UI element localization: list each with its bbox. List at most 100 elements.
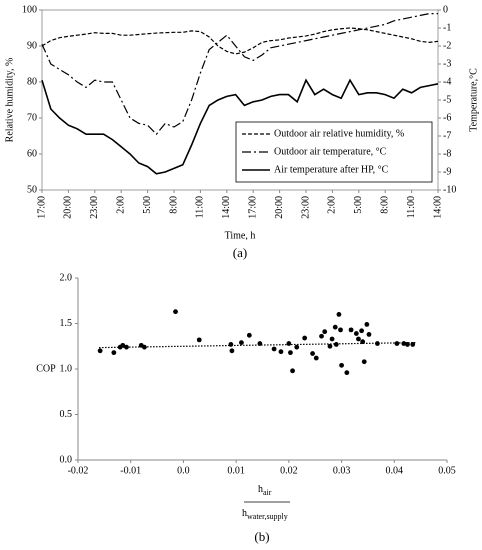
point — [401, 341, 407, 346]
point — [120, 342, 126, 348]
y2-tick-label: 0 — [443, 4, 448, 15]
series-line — [41, 13, 438, 136]
point — [288, 350, 293, 356]
y2-tick-label: -3 — [443, 58, 451, 69]
x-tick-label: 14:00 — [221, 196, 232, 219]
point — [271, 346, 277, 352]
y2-tick-label: -9 — [443, 166, 451, 177]
x-tick-label: 0.01 — [227, 465, 245, 476]
point — [327, 343, 333, 349]
x-tick-label: 5:00 — [142, 196, 153, 214]
point — [366, 332, 372, 337]
point — [246, 332, 252, 338]
x-tick-label: -0.02 — [68, 465, 89, 476]
point — [361, 359, 367, 365]
legend-label: Air temperature after HP, °C — [274, 164, 389, 175]
x-tick-label: 17:00 — [247, 196, 258, 219]
point — [338, 327, 343, 333]
point — [332, 324, 338, 330]
point — [173, 309, 178, 315]
x-tick-label: 17:00 — [36, 196, 47, 219]
x-tick-label: 0.02 — [280, 465, 298, 476]
x-axis-label: hwater,supply — [242, 508, 288, 521]
x-tick-label: 0.03 — [333, 465, 351, 476]
legend-label: Outdoor air relative humidity, % — [274, 128, 404, 139]
point — [239, 340, 244, 346]
point — [360, 339, 366, 345]
point — [97, 348, 103, 354]
point — [294, 344, 300, 350]
point — [286, 341, 292, 346]
point — [319, 333, 324, 339]
y-tick-label: 70 — [27, 112, 37, 123]
x-axis-label: hair — [258, 484, 272, 497]
point — [353, 331, 359, 336]
point — [278, 349, 284, 355]
point — [394, 341, 400, 346]
y2-tick-label: -2 — [443, 40, 451, 51]
denominator-sub: water,supply — [247, 512, 288, 521]
point — [356, 336, 361, 342]
point — [313, 355, 319, 361]
numerator: h — [258, 484, 263, 495]
point — [322, 329, 328, 335]
point — [142, 344, 147, 350]
point — [229, 348, 235, 354]
y-tick-label: 0.0 — [60, 454, 73, 465]
y-tick-label: 60 — [27, 148, 37, 159]
point — [364, 322, 370, 327]
y-tick-label: 100 — [22, 4, 37, 15]
x-tick-label: 20:00 — [274, 196, 285, 219]
point — [336, 312, 342, 317]
y-tick-label: 2.0 — [60, 272, 73, 283]
legend-box — [235, 121, 433, 183]
y2-tick-label: -10 — [443, 184, 456, 195]
y-tick-label: 1.0 — [60, 363, 73, 374]
y2-axis-label: Temperature,°C — [468, 68, 479, 132]
y2-tick-label: -1 — [443, 22, 451, 33]
x-axis-label: Time, h — [225, 230, 256, 241]
x-tick-label: 23:00 — [89, 196, 100, 219]
point — [228, 342, 234, 347]
y-axis-label: COP — [36, 363, 56, 374]
y-tick-label: 0.5 — [60, 409, 73, 420]
point — [257, 341, 263, 346]
caption: (b) — [254, 529, 269, 544]
point — [290, 368, 295, 374]
series-line — [41, 78, 439, 175]
x-tick-label: 20:00 — [63, 196, 74, 219]
point — [333, 342, 339, 347]
y2-tick-label: -4 — [443, 76, 451, 87]
y-tick-label: 1.5 — [60, 318, 73, 329]
x-tick-label: 0.0 — [177, 465, 190, 476]
x-tick-label: 8:00 — [168, 196, 179, 214]
point — [310, 351, 315, 356]
point — [329, 336, 335, 342]
y-tick-label: 90 — [27, 40, 37, 51]
y-axis-label: Relative humidity, % — [4, 58, 15, 143]
x-tick-label: 0.05 — [438, 465, 456, 476]
x-tick-label: 11:00 — [195, 196, 206, 218]
point — [111, 350, 117, 356]
point — [348, 327, 354, 333]
x-tick-label: 5:00 — [353, 196, 364, 214]
numerator-sub: air — [263, 488, 272, 497]
point — [344, 370, 350, 376]
y2-tick-label: -6 — [443, 112, 451, 123]
x-tick-label: 2:00 — [327, 196, 338, 214]
point — [375, 341, 380, 346]
y-tick-label: 50 — [27, 184, 37, 195]
point — [410, 342, 416, 347]
denominator: h — [242, 508, 247, 519]
point — [339, 362, 344, 368]
point — [124, 344, 129, 350]
x-tick-label: 14:00 — [432, 196, 443, 219]
point — [405, 342, 410, 347]
y2-tick-label: -7 — [443, 130, 451, 141]
point — [196, 337, 202, 343]
series-line — [41, 27, 439, 55]
x-tick-label: 2:00 — [115, 196, 126, 214]
legend-label: Outdoor air temperature, °C — [274, 146, 387, 157]
x-tick-label: 8:00 — [379, 196, 390, 214]
